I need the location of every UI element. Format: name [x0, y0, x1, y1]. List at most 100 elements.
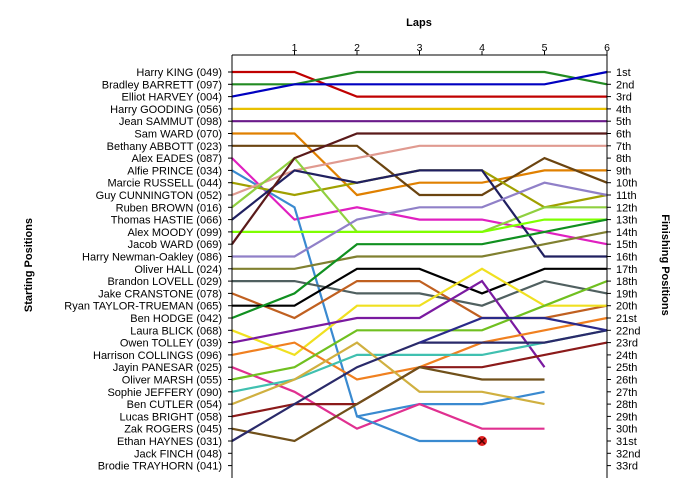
finishing-position-label: 9th [616, 165, 631, 177]
finishing-position-label: 17th [616, 264, 637, 276]
finishing-position-label: 29th [616, 411, 637, 423]
starting-position-label: Brodie TRAYHORN (041) [98, 461, 222, 473]
finishing-position-label: 33rd [616, 461, 638, 473]
finishing-position-label: 31st [616, 436, 637, 448]
starting-position-label: Sam WARD (070) [134, 129, 222, 141]
starting-position-label: Lucas BRIGHT (058) [119, 411, 222, 423]
starting-position-label: Jean SAMMUT (098) [119, 116, 222, 128]
finishing-position-label: 3rd [616, 92, 632, 104]
finishing-position-label: 20th [616, 301, 637, 313]
axes [228, 51, 611, 478]
series-line-30 [231, 366, 545, 443]
starting-position-label: Marcie RUSSELL (044) [107, 178, 222, 190]
series-line-16 [232, 181, 608, 258]
series-line-13 [231, 169, 607, 258]
finishing-position-label: 18th [616, 276, 637, 288]
starting-position-label: Ben CUTLER (054) [127, 399, 222, 411]
starting-position-label: Ruben BROWN (016) [116, 202, 222, 214]
series-line-6 [232, 132, 607, 197]
x-tick-label: 3 [417, 42, 423, 54]
y-axis-label-right: Finishing Positions [659, 214, 671, 315]
finishing-position-label: 25th [616, 362, 637, 374]
finishing-position-label: 4th [616, 104, 631, 116]
finishing-position-label: 24th [616, 350, 637, 362]
starting-position-label: Jake CRANSTONE (078) [98, 288, 222, 300]
starting-position-label: Alex MOODY (099) [127, 227, 222, 239]
starting-position-label: Harry GOODING (056) [110, 104, 222, 116]
starting-position-label: Jayin PANESAR (025) [113, 362, 222, 374]
x-tick-label: 1 [292, 42, 298, 54]
labels: 1 2 3 4 5 6 Harry KING (049)Bradley BARRETT (0… [23, 17, 671, 473]
series-line-25 [231, 366, 545, 430]
finishing-position-label: 23rd [616, 338, 638, 350]
starting-position-label: Thomas HASTIE (066) [111, 215, 222, 227]
x-tick-label: 5 [542, 42, 548, 54]
finishing-position-label: 13th [616, 215, 637, 227]
series-line-9 [231, 169, 545, 418]
starting-position-label: Ryan TAYLOR-TRUEMAN (065) [64, 301, 222, 313]
series-line-14 [232, 218, 607, 233]
finishing-position-label: 1st [616, 67, 631, 79]
finishing-position-label: 19th [616, 288, 637, 300]
y-axis-label-left: Starting Positions [23, 218, 35, 312]
x-tick-label: 6 [604, 42, 610, 54]
chart-title: Laps [406, 17, 432, 29]
starting-position-label: Alfie PRINCE (034) [127, 165, 222, 177]
starting-position-label: Harrison COLLINGS (096) [93, 350, 222, 362]
series-line-32 [356, 415, 482, 443]
finishing-position-label: 30th [616, 424, 637, 436]
starting-position-label: Harry Newman-Oakley (086) [82, 252, 222, 264]
finishing-position-label: 32nd [616, 448, 640, 460]
finishing-position-label: 21st [616, 313, 637, 325]
finishing-position-label: 7th [616, 141, 631, 153]
starting-position-label: Owen TOLLEY (039) [120, 338, 222, 350]
finishing-position-label: 14th [616, 227, 637, 239]
x-tick-label: 2 [354, 42, 360, 54]
finishing-position-label: 28th [616, 399, 637, 411]
finishing-position-label: 11th [616, 190, 637, 202]
series-lines [231, 70, 608, 446]
starting-position-label: Oliver HALL (024) [134, 264, 222, 276]
series-line-26 [231, 280, 608, 381]
series-line-28 [231, 341, 545, 406]
finishing-position-label: 16th [616, 252, 637, 264]
series-line-31 [231, 329, 608, 442]
starting-position-label: Bethany ABBOTT (023) [107, 141, 222, 153]
series-line-20 [232, 267, 607, 307]
starting-position-label: Jacob WARD (069) [128, 239, 222, 251]
starting-position-label: Laura BLICK (068) [130, 325, 222, 337]
starting-position-label: Brandon LOVELL (029) [107, 276, 222, 288]
retired-marker-cross [478, 437, 486, 445]
starting-position-label: Ben HODGE (042) [130, 313, 222, 325]
x-tick-label: 4 [479, 42, 485, 54]
finishing-position-label: 5th [616, 116, 631, 128]
series-line-15 [231, 132, 607, 245]
finishing-position-label: 8th [616, 153, 631, 165]
starting-position-label: Zak ROGERS (045) [124, 424, 222, 436]
starting-position-label: Oliver MARSH (055) [122, 375, 222, 387]
starting-position-label: Sophie JEFFERY (090) [107, 387, 222, 399]
finishing-position-label: 22nd [616, 325, 640, 337]
starting-position-label: Ethan HAYNES (031) [117, 436, 222, 448]
series-line-3 [231, 70, 608, 98]
finishing-position-label: 6th [616, 129, 631, 141]
starting-position-label: Elliot HARVEY (004) [122, 92, 222, 104]
finishing-position-label: 15th [616, 239, 637, 251]
starting-position-label: Alex EADES (087) [132, 153, 222, 165]
series-line-24 [231, 316, 608, 381]
series-line-7 [232, 144, 608, 197]
starting-position-label: Harry KING (049) [136, 67, 222, 79]
series-line-33 [419, 316, 608, 344]
finishing-position-label: 2nd [616, 79, 634, 91]
finishing-position-label: 10th [616, 178, 637, 190]
starting-position-label: Jack FINCH (048) [134, 448, 222, 460]
series-line-19 [231, 280, 608, 320]
series-line-18 [232, 279, 608, 307]
starting-position-label: Guy CUNNINGTON (052) [96, 190, 222, 202]
series-line-21 [231, 218, 608, 320]
starting-position-label: Bradley BARRETT (097) [102, 79, 222, 91]
series-line-29 [231, 341, 608, 418]
series-line-1 [232, 70, 607, 98]
